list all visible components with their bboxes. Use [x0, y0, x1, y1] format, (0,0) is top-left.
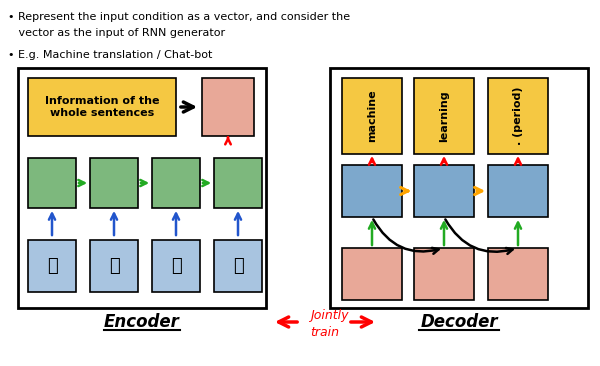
Bar [488, 78, 548, 154]
Text: machine: machine [367, 90, 377, 142]
Text: . (period): . (period) [513, 87, 523, 145]
Text: Jointly: Jointly [310, 310, 349, 322]
Bar [342, 165, 402, 217]
Bar [488, 248, 548, 300]
Bar [202, 78, 254, 136]
Text: vector as the input of RNN generator: vector as the input of RNN generator [8, 28, 225, 38]
Bar [214, 240, 262, 292]
Bar [28, 158, 76, 208]
Bar [414, 165, 474, 217]
Text: Decoder: Decoder [420, 313, 498, 331]
Bar [90, 158, 138, 208]
Bar [414, 78, 474, 154]
Text: 機: 機 [47, 257, 58, 275]
Text: 器: 器 [109, 257, 119, 275]
Text: 習: 習 [233, 257, 244, 275]
Bar [18, 68, 266, 308]
Bar [152, 158, 200, 208]
Bar [28, 240, 76, 292]
Bar [152, 240, 200, 292]
Bar [414, 248, 474, 300]
Text: learning: learning [439, 90, 449, 142]
Text: train: train [310, 325, 339, 339]
Bar [342, 248, 402, 300]
Bar [28, 78, 176, 136]
Text: Encoder: Encoder [104, 313, 180, 331]
Text: 學: 學 [170, 257, 181, 275]
Bar [330, 68, 588, 308]
Bar [488, 165, 548, 217]
Text: • Represent the input condition as a vector, and consider the: • Represent the input condition as a vec… [8, 12, 350, 22]
Text: • E.g. Machine translation / Chat-bot: • E.g. Machine translation / Chat-bot [8, 50, 212, 60]
Text: Information of the
whole sentences: Information of the whole sentences [45, 96, 159, 118]
Bar [90, 240, 138, 292]
Bar [342, 78, 402, 154]
Bar [214, 158, 262, 208]
